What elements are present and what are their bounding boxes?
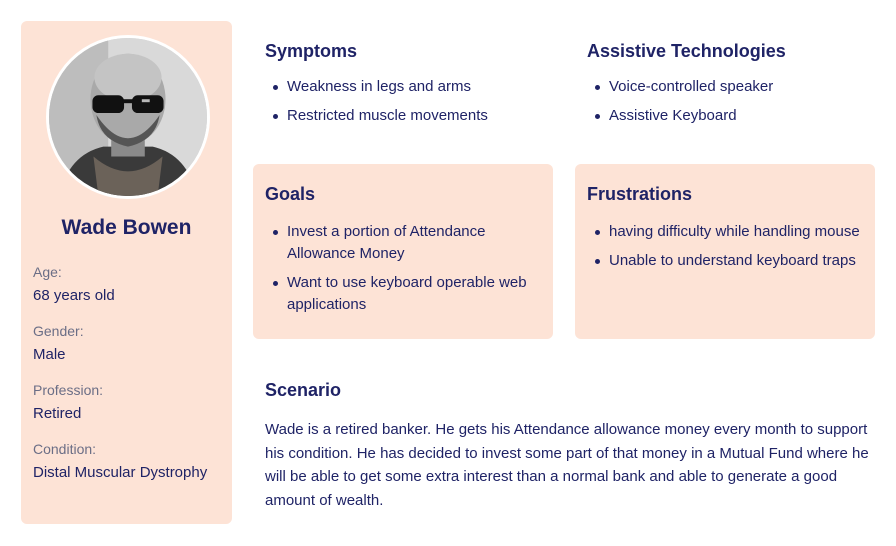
frustrations-list: having difficulty while handling mouse U… — [587, 221, 869, 279]
age-label: Age: — [33, 264, 62, 280]
list-item: having difficulty while handling mouse — [595, 221, 869, 243]
persona-name: Wade Bowen — [61, 216, 192, 239]
assistive-list: Voice-controlled speaker Assistive Keybo… — [587, 76, 889, 134]
profile-card: Wade Bowen Age: 68 years old Gender: Mal… — [21, 21, 232, 524]
age-value: 68 years old — [33, 287, 115, 304]
list-item: Weakness in legs and arms — [273, 76, 577, 98]
list-item: Want to use keyboard operable web applic… — [273, 272, 542, 316]
frustrations-card — [575, 164, 875, 339]
assistive-title: Assistive Technologies — [587, 41, 786, 61]
avatar-photo — [49, 38, 207, 196]
goals-card — [253, 164, 553, 339]
list-item: Restricted muscle movements — [273, 105, 577, 127]
condition-label: Condition: — [33, 441, 97, 457]
gender-value: Male — [33, 346, 66, 363]
list-item: Voice-controlled speaker — [595, 76, 889, 98]
avatar — [46, 35, 210, 199]
list-item: Assistive Keyboard — [595, 105, 889, 127]
goals-list: Invest a portion of Attendance Allowance… — [265, 221, 542, 323]
gender-label: Gender: — [33, 323, 84, 339]
list-item: Unable to understand keyboard traps — [595, 250, 869, 272]
symptoms-list: Weakness in legs and arms Restricted mus… — [265, 76, 577, 134]
condition-value: Distal Muscular Dystrophy — [33, 464, 208, 481]
scenario-title: Scenario — [265, 380, 342, 400]
frustrations-title: Frustrations — [587, 184, 693, 204]
scenario-text: Wade is a retired banker. He gets his At… — [265, 421, 869, 509]
list-item: Invest a portion of Attendance Allowance… — [273, 221, 542, 265]
goals-title: Goals — [265, 184, 316, 204]
profession-value: Retired — [33, 405, 82, 422]
profession-label: Profession: — [33, 382, 104, 398]
symptoms-title: Symptoms — [265, 41, 358, 61]
